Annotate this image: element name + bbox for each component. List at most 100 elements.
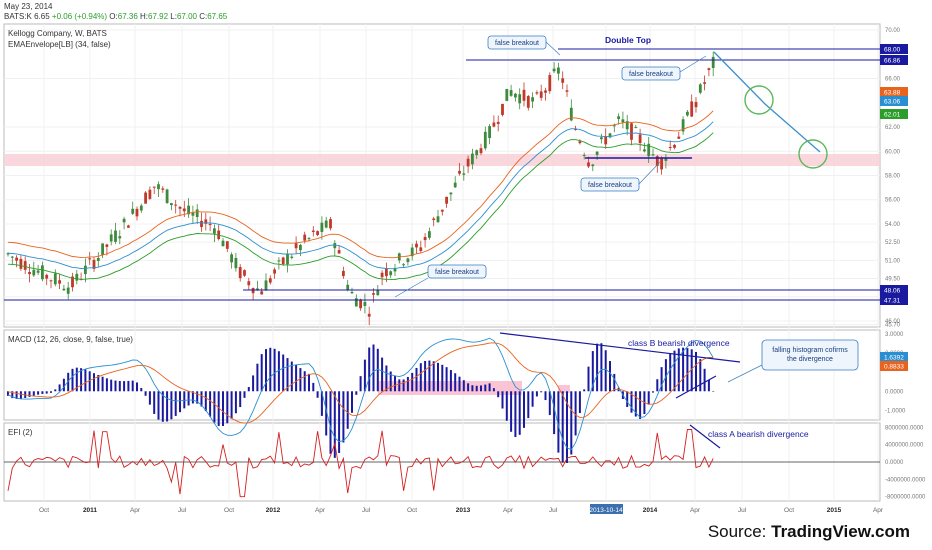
macd-histogram-bar [703, 368, 706, 392]
macd-histogram-bar [488, 383, 491, 392]
macd-histogram-bar [484, 384, 487, 392]
macd-histogram-bar [613, 373, 616, 392]
macd-histogram-bar [548, 391, 551, 416]
macd-histogram-bar [153, 391, 156, 414]
candle-body [139, 205, 143, 211]
macd-histogram-bar [123, 381, 126, 392]
candle-body [127, 225, 130, 228]
candle-body [372, 293, 375, 295]
annotation-text: false breakout [495, 40, 539, 47]
price-change: +0.06 (+0.94%) [51, 12, 108, 21]
target-circle-2 [798, 139, 828, 169]
candle-body [565, 90, 569, 92]
macd-histogram-bar [518, 391, 521, 435]
price-axis-tag [880, 87, 908, 97]
macd-histogram-bar [80, 368, 83, 392]
candle-body [673, 144, 676, 148]
macd-histogram-bar [204, 391, 207, 412]
macd-histogram-bar [58, 384, 61, 392]
x-tick-label: Apr [503, 507, 514, 514]
candle-body [118, 236, 122, 239]
annotation-text: false breakout [435, 269, 479, 276]
candle-body [114, 230, 117, 242]
macd-histogram-bar [673, 350, 676, 392]
macd-histogram-bar [707, 379, 710, 392]
candle-body [367, 313, 371, 317]
candle-body [75, 273, 79, 281]
annotation-pointer [638, 161, 661, 185]
candle-body [410, 247, 414, 257]
macd-histogram-bar [346, 391, 349, 429]
macd-title: MACD (12, 26, close, 9, false, true) [8, 335, 133, 344]
price-axis-value: 47.31 [884, 298, 901, 305]
candle-body [557, 67, 560, 74]
candle-body [178, 206, 182, 209]
candle-body [471, 153, 474, 165]
macd-histogram-bar [282, 354, 285, 392]
macd-histogram-bar [695, 351, 697, 392]
candle-body [630, 123, 633, 140]
candle-body [182, 208, 186, 212]
candle-body [268, 278, 272, 283]
macd-histogram-bar [209, 391, 212, 417]
macd-histogram-bar [187, 391, 190, 406]
macd-histogram-bar [432, 361, 435, 392]
macd-histogram-bar [471, 385, 474, 392]
macd-histogram-bar [480, 385, 482, 392]
candle-body [144, 192, 147, 204]
x-tick-label: 2015 [827, 507, 842, 514]
macd-histogram-bar [372, 344, 375, 392]
candle-body [638, 134, 642, 144]
macd-histogram-bar [544, 391, 547, 401]
candle-body [518, 94, 522, 104]
price-axis-tag [880, 109, 908, 119]
macd-histogram-bar [114, 380, 117, 392]
x-tick-label: Oct [784, 507, 794, 514]
candle-body [131, 208, 135, 214]
macd-histogram-bar [467, 383, 470, 392]
price-axis-tag [880, 96, 908, 106]
candle-body [234, 257, 238, 269]
macd-histogram-bar [389, 371, 392, 392]
macd-histogram-bar [144, 391, 147, 396]
candle-body [698, 84, 702, 93]
macd-histogram-bar [553, 391, 556, 435]
macd-histogram-bar [312, 382, 315, 392]
candle-body [152, 186, 156, 188]
macd-histogram-bar [677, 348, 680, 392]
candle-body [307, 238, 311, 240]
stock-chart[interactable]: false breakout Double Top false breakout fa… [0, 0, 932, 520]
x-tick-label: Oct [407, 507, 417, 514]
annotation-box [580, 177, 640, 192]
candle-body [582, 154, 586, 156]
candle-body [135, 208, 139, 217]
macd-histogram-bar [682, 347, 685, 392]
macd-histogram-bar [454, 373, 457, 392]
last-price: 6.65 [34, 12, 50, 21]
candle-body [62, 288, 66, 291]
histogram-annotation-line1: falling histogram cofirms [772, 347, 848, 354]
x-tick-label: Apr [690, 507, 701, 514]
macd-histogram-bar [316, 391, 319, 398]
macd-histogram-bar [286, 358, 289, 392]
efi-tick-label: 4000000.0000 [885, 443, 924, 449]
candle-body [621, 119, 625, 123]
macd-histogram-bar [690, 349, 693, 392]
macd-histogram-bar [647, 391, 650, 405]
macd-histogram-bar [699, 359, 702, 392]
candle-body [574, 128, 577, 130]
macd-histogram-bar [101, 376, 104, 392]
macd-histogram-bar [355, 391, 358, 395]
candle-body [711, 56, 715, 68]
efi-tick-label: 0.0000 [885, 460, 904, 466]
macd-histogram-bar [596, 343, 599, 392]
candle-body [264, 280, 268, 291]
annotation-text: false breakout [588, 182, 632, 189]
ema-mid-line [7, 121, 714, 270]
class-a-label: class A bearish divergence [708, 429, 809, 439]
macd-histogram-bar [561, 391, 564, 463]
efi-tick-label: 8000000.0000 [885, 425, 924, 431]
candle-body [170, 203, 173, 206]
price-tick-label: 52.50 [885, 240, 901, 246]
macd-histogram-bar [419, 363, 422, 392]
